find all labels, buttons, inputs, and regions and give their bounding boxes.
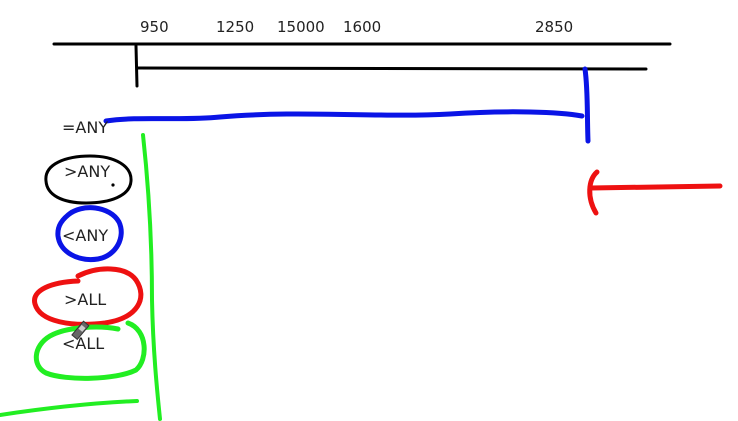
blue-circle — [55, 205, 124, 263]
scale-label-15000: 15000 — [277, 18, 325, 36]
scale-label-1250: 1250 — [216, 18, 255, 36]
tick-950 — [134, 44, 139, 88]
range-line-black — [135, 66, 648, 71]
black-ellipse — [44, 154, 133, 205]
tick-2850-blue — [582, 66, 591, 144]
pen-cursor-icon — [71, 320, 90, 341]
range-line-blue — [103, 109, 585, 124]
label-lt-all: <ALL — [62, 334, 105, 353]
red-arrow-head — [587, 169, 600, 216]
scale-label-2850: 2850 — [535, 18, 574, 36]
ellipse-dot — [111, 183, 115, 187]
green-vertical-line — [141, 133, 162, 421]
label-gt-all: >ALL — [64, 290, 107, 309]
red-circle — [32, 266, 144, 327]
green-circle — [33, 320, 147, 381]
scale-label-1600: 1600 — [343, 18, 382, 36]
label-gt-any: >ANY — [64, 162, 111, 181]
red-arrow-shaft — [588, 183, 723, 191]
scale-label-950: 950 — [140, 18, 169, 36]
green-bottom-line — [0, 399, 139, 417]
label-lt-any: <ANY — [62, 226, 109, 245]
label-eq-any: =ANY — [62, 118, 109, 137]
